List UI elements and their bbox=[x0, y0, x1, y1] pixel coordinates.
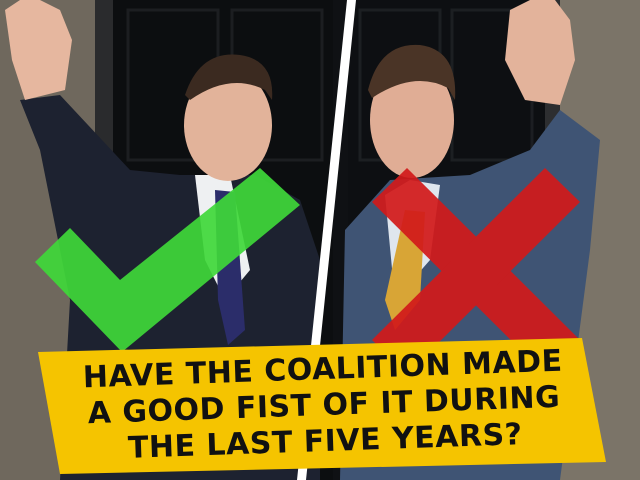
banner-question: HAVE THE COALITION MADE A GOOD FIST OF I… bbox=[42, 342, 605, 469]
yellow-banner bbox=[38, 338, 606, 474]
check-mark-icon bbox=[35, 168, 300, 352]
cross-mark-icon bbox=[372, 168, 580, 374]
